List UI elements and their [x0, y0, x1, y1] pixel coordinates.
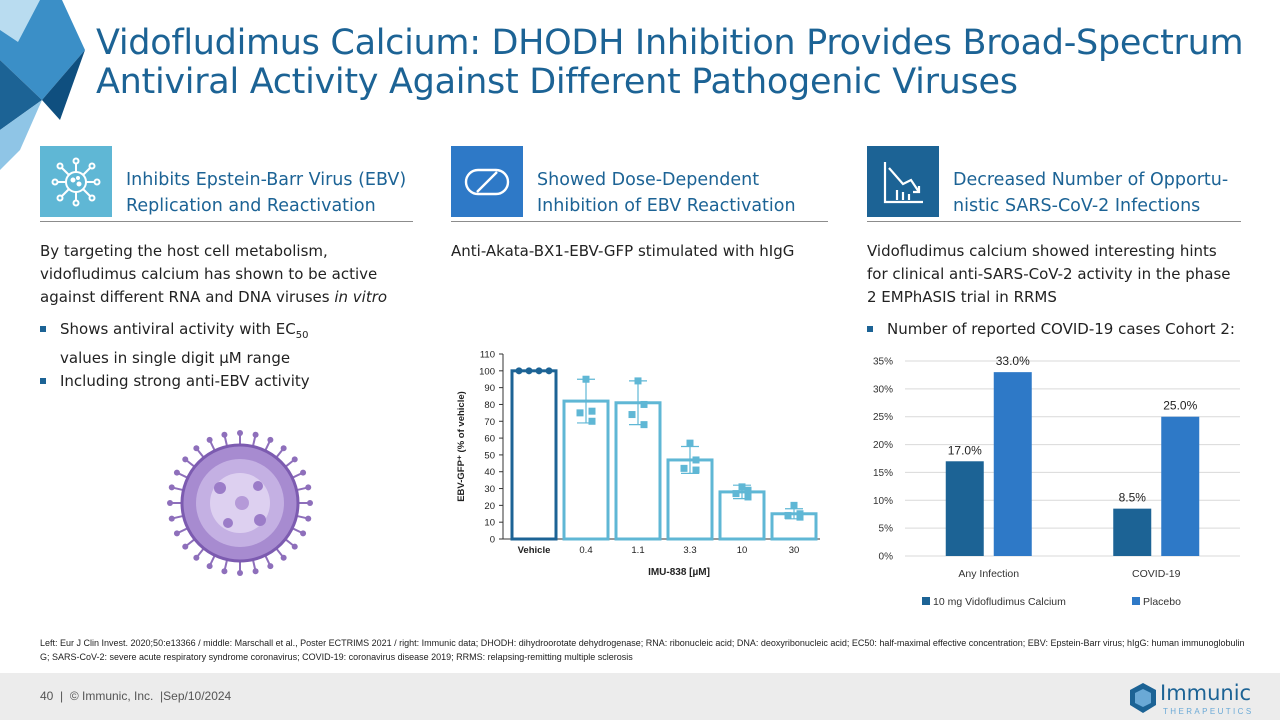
bar-Placebo-COVID-19 [1161, 416, 1200, 556]
column-2-header: Showed Dose-Dependent Inhibition of EBV … [451, 146, 828, 222]
y-tick-label: 50 [484, 450, 495, 461]
data-point [796, 513, 804, 521]
y-tick-label: 0 [490, 535, 495, 546]
y-tick-label: 100 [479, 366, 495, 377]
data-point [680, 464, 688, 472]
y-tick-label: 20 [484, 501, 495, 512]
data-point [744, 493, 752, 501]
virus-illustration [167, 430, 313, 576]
declining-chart-icon [867, 146, 939, 217]
column-3-body: Vidofludimus calcium showed interesting … [867, 242, 1231, 306]
data-point [576, 409, 584, 417]
data-point [692, 456, 700, 464]
x-tick-label: COVID-19 [1132, 568, 1181, 580]
y-axis-label: EBV-GFP⁺ (% of vehicle) [456, 391, 467, 502]
data-point [790, 501, 798, 509]
data-point [628, 411, 636, 419]
legend-swatch [1132, 597, 1140, 605]
bar-Placebo-Any Infection [993, 372, 1032, 556]
y-tick-label: 70 [484, 417, 495, 428]
data-label: 8.5% [1119, 491, 1147, 505]
bar-10 mg Vidofludimus Calcium-Any Infection [945, 461, 984, 556]
y-tick-label: 80 [484, 400, 495, 411]
column-3-header: Decreased Number of Opportu- nistic SARS… [867, 146, 1241, 222]
data-point [744, 486, 752, 494]
y-tick-label: 35% [873, 357, 893, 368]
footer: 40 | © Immunic, Inc. |Sep/10/2024 Immuni… [0, 673, 1280, 720]
x-tick-label: 0.4 [579, 545, 592, 556]
y-tick-label: 90 [484, 383, 495, 394]
ebv-dose-response-chart: 0 10 20 30 40 50 60 70 80 90 100 110 Vehicle 0.4 1.1 3.… [456, 350, 820, 578]
column-2-heading: Showed Dose-Dependent Inhibition of EBV … [537, 170, 796, 216]
y-tick-label: 20% [873, 440, 893, 451]
y-tick-label: 110 [480, 350, 495, 361]
legend-label: Placebo [1143, 596, 1181, 608]
y-tick-label: 60 [484, 434, 495, 445]
y-tick-label: 30% [873, 384, 893, 395]
data-point [640, 421, 648, 429]
x-tick-label: 1.1 [631, 545, 644, 556]
data-point [515, 367, 523, 375]
data-point [588, 417, 596, 425]
data-label: 17.0% [948, 443, 982, 457]
y-tick-label: 5% [879, 524, 894, 535]
x-tick-label: 3.3 [683, 545, 696, 556]
y-tick-label: 0% [879, 552, 894, 563]
capsule-icon [451, 146, 523, 217]
data-point [640, 400, 648, 408]
x-tick-label: Any Infection [958, 568, 1019, 580]
footnote: Left: Eur J Clin Invest. 2020;50:e13366 … [40, 638, 1245, 662]
slide-title: Vidofludimus Calcium: DHODH Inhibition P… [96, 23, 1244, 102]
legend-label: 10 mg Vidofludimus Calcium [933, 596, 1066, 608]
virus-network-icon [40, 146, 112, 217]
x-tick-label: 10 [737, 545, 748, 556]
x-tick-label: Vehicle [518, 545, 551, 556]
column-1-body: By targeting the host cell metabolism, v… [40, 242, 388, 306]
data-point [582, 375, 590, 383]
bar-10 mg Vidofludimus Calcium-COVID-19 [1113, 508, 1152, 556]
data-label: 33.0% [996, 354, 1030, 368]
bar-Vehicle [510, 369, 558, 541]
column-1-bullet-1: Shows antiviral activity with EC50 value… [40, 318, 400, 370]
column-3-bullet-1: Number of reported COVID-19 cases Cohort… [867, 318, 1257, 341]
data-label: 25.0% [1163, 399, 1197, 413]
data-point [535, 367, 543, 375]
covid-cases-chart: 0% 5% 10% 15% 20% 25% 30% 35% 17.0% 33.0% Any Infe… [873, 354, 1240, 608]
logo-name: Immunic [1160, 681, 1252, 705]
legend-swatch [922, 597, 930, 605]
data-point [686, 439, 694, 447]
y-tick-label: 30 [484, 484, 495, 495]
y-tick-label: 15% [873, 468, 893, 479]
x-tick-label: 30 [789, 545, 800, 556]
column-1-heading: Inhibits Epstein-Barr Virus (EBV) Replic… [126, 170, 407, 216]
data-point [545, 367, 553, 375]
x-axis-label: IMU-838 [µM] [648, 567, 710, 578]
logo-sub: THERAPEUTICS [1163, 707, 1254, 716]
data-point [588, 407, 596, 415]
y-tick-label: 40 [484, 467, 495, 478]
y-tick-label: 10% [873, 496, 893, 507]
data-point [738, 483, 746, 491]
column-2-body: Anti-Akata-BX1-EBV-GFP stimulated with h… [451, 242, 795, 260]
column-3-heading: Decreased Number of Opportu- nistic SARS… [953, 170, 1229, 216]
data-point [732, 490, 740, 498]
data-point [692, 466, 700, 474]
y-tick-label: 25% [873, 412, 893, 423]
data-point [634, 377, 642, 385]
footer-text: 40 | © Immunic, Inc. |Sep/10/2024 [40, 689, 232, 703]
data-point [784, 511, 792, 519]
column-1-bullet-2: Including strong anti-EBV activity [40, 370, 400, 393]
logo-mark-icon [1130, 683, 1156, 713]
y-tick-label: 10 [484, 518, 495, 529]
data-point [525, 367, 533, 375]
corner-decoration [0, 0, 85, 170]
column-1-header: Inhibits Epstein-Barr Virus (EBV) Replic… [40, 146, 413, 222]
